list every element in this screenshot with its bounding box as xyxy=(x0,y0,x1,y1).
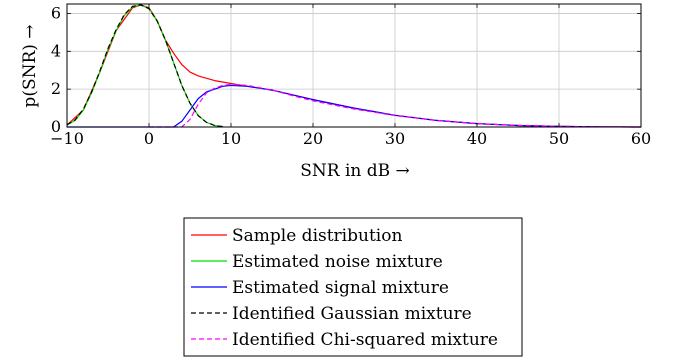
legend-label: Sample distribution xyxy=(232,226,402,246)
x-tick-label: 60 xyxy=(631,129,651,148)
x-tick-label: 0 xyxy=(144,129,154,148)
series-line-estimated-noise-mixture xyxy=(66,4,223,128)
legend: Sample distribution Estimated noise mixtu… xyxy=(183,217,523,357)
legend-label: Identified Chi-squared mixture xyxy=(232,330,498,350)
x-tick-labels: −10 0 10 20 30 40 50 60 xyxy=(50,129,651,148)
y-tick-label: 4 xyxy=(51,41,61,60)
legend-box xyxy=(183,217,523,357)
y-tick-label: 0 xyxy=(51,117,61,136)
legend-label: Estimated signal mixture xyxy=(232,278,449,298)
y-axis-label: p(SNR) → xyxy=(20,24,40,107)
x-tick-label: 30 xyxy=(385,129,405,148)
tick-marks xyxy=(66,4,642,128)
y-tick-label: 2 xyxy=(51,79,61,98)
series-lines xyxy=(66,4,642,128)
x-axis-label: SNR in dB → xyxy=(300,161,410,181)
x-tick-label: 20 xyxy=(303,129,323,148)
legend-label: Estimated noise mixture xyxy=(232,252,443,272)
legend-label: Identified Gaussian mixture xyxy=(232,304,472,324)
x-tick-label: −10 xyxy=(50,129,84,148)
y-tick-label: 6 xyxy=(51,3,61,22)
series-line-identified-chi-squared-mixture xyxy=(149,83,642,128)
x-tick-label: 10 xyxy=(221,129,241,148)
x-tick-label: 40 xyxy=(467,129,487,148)
series-line-identified-gaussian-mixture xyxy=(66,4,223,128)
series-line-estimated-signal-mixture xyxy=(67,84,642,128)
y-tick-labels: 0 2 4 6 xyxy=(51,3,61,136)
x-tick-label: 50 xyxy=(549,129,569,148)
plot-area-frame xyxy=(66,3,642,128)
